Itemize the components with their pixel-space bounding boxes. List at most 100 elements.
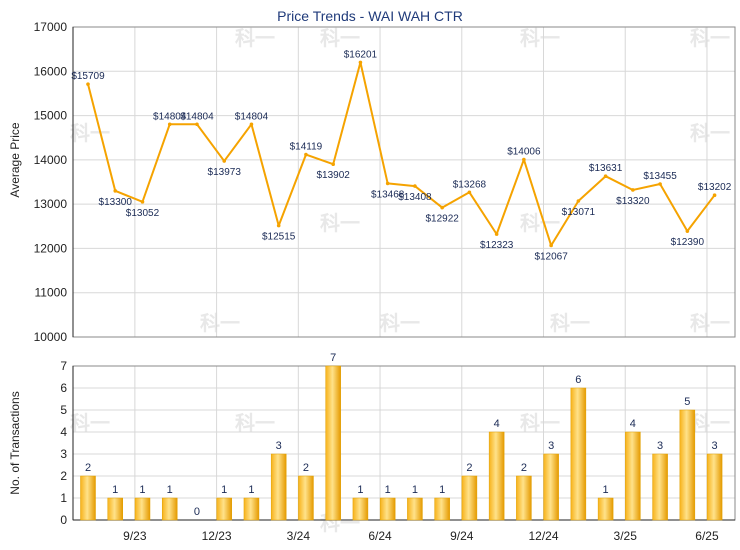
price-point xyxy=(603,174,608,178)
watermark-text: 科一 xyxy=(235,411,275,435)
price-tick-label: 13000 xyxy=(34,197,68,211)
transactions-bar xyxy=(134,497,151,521)
price-point xyxy=(549,243,553,248)
transactions-bar xyxy=(407,497,423,521)
transactions-bar-label: 5 xyxy=(684,396,690,408)
watermark-text: 科一 xyxy=(200,311,240,335)
price-data-label: $12515 xyxy=(262,232,296,243)
price-point xyxy=(358,60,363,65)
watermark-text: 科一 xyxy=(520,411,560,435)
transactions-bar-label: 1 xyxy=(385,484,391,496)
transactions-bar-label: 1 xyxy=(412,484,418,496)
transactions-bar-label: 1 xyxy=(439,484,445,496)
transactions-bar-label: 2 xyxy=(85,462,91,474)
watermark-text: 科一 xyxy=(520,26,560,50)
transactions-tick-label: 7 xyxy=(60,359,67,373)
price-point xyxy=(331,162,335,166)
transactions-bar-label: 4 xyxy=(630,418,636,430)
price-data-label: $14804 xyxy=(235,111,269,122)
price-data-label: $13468 xyxy=(371,189,405,200)
watermark-text: 科一 xyxy=(690,311,730,335)
price-data-label: $13052 xyxy=(126,208,160,219)
x-tick-label: 6/24 xyxy=(368,529,392,543)
price-data-label: $13268 xyxy=(453,179,487,190)
price-y-axis-label: Average Price xyxy=(8,122,22,197)
transactions-tick-label: 4 xyxy=(60,425,67,439)
transactions-bar xyxy=(161,497,178,521)
transactions-bar-label: 3 xyxy=(712,440,718,452)
transactions-bar-label: 3 xyxy=(657,440,663,452)
price-tick-label: 17000 xyxy=(34,20,68,34)
watermark-text: 科一 xyxy=(70,411,110,435)
price-data-label: $13071 xyxy=(562,207,596,218)
transactions-bar-label: 1 xyxy=(112,484,118,496)
price-data-label: $14119 xyxy=(290,142,323,153)
price-point xyxy=(195,122,199,127)
price-data-label: $12922 xyxy=(425,214,459,225)
transactions-bar-label: 3 xyxy=(548,440,554,452)
price-tick-label: 16000 xyxy=(34,64,68,78)
watermark-text: 科一 xyxy=(550,311,590,335)
transactions-bar-label: 7 xyxy=(330,352,336,364)
price-point xyxy=(249,122,254,127)
watermark-text: 科一 xyxy=(320,211,360,235)
price-data-label: $13320 xyxy=(616,196,650,207)
price-tick-label: 14000 xyxy=(34,153,68,167)
transactions-bar-label: 3 xyxy=(276,440,282,452)
price-point xyxy=(576,199,581,203)
transactions-bar xyxy=(652,453,668,521)
price-point xyxy=(522,157,526,162)
transactions-tick-label: 3 xyxy=(60,447,67,461)
price-tick-label: 12000 xyxy=(34,241,68,255)
price-point xyxy=(304,152,308,157)
transactions-bar xyxy=(679,409,696,521)
watermark-text: 科一 xyxy=(235,26,275,50)
price-data-label: $13408 xyxy=(398,192,432,203)
price-data-label: $16201 xyxy=(344,49,378,60)
price-point xyxy=(413,184,417,188)
price-plot-frame xyxy=(72,26,736,338)
price-data-label: $13631 xyxy=(589,163,623,174)
price-tick-label: 15000 xyxy=(34,109,68,123)
x-tick-label: 9/23 xyxy=(123,529,147,543)
transactions-bar-label: 1 xyxy=(357,484,363,496)
price-data-label: $13300 xyxy=(99,197,133,208)
x-tick-label: 12/23 xyxy=(202,529,232,543)
x-tick-label: 6/25 xyxy=(695,529,719,543)
x-tick-label: 9/24 xyxy=(450,529,474,543)
price-data-label: $15709 xyxy=(71,71,105,82)
price-data-label: $13973 xyxy=(208,167,242,178)
price-data-label: $14804 xyxy=(153,111,187,122)
chart-title: Price Trends - WAI WAH CTR xyxy=(277,8,463,24)
transactions-bar xyxy=(461,475,478,521)
transactions-bar xyxy=(243,497,260,521)
transactions-bar xyxy=(216,497,232,521)
x-tick-label: 12/24 xyxy=(528,529,558,543)
watermark-text: 科一 xyxy=(690,26,730,50)
transactions-bar xyxy=(107,497,123,521)
x-tick-label: 3/24 xyxy=(287,529,311,543)
transactions-bar xyxy=(625,431,641,521)
watermark-text: 科一 xyxy=(690,411,730,435)
transactions-bar xyxy=(706,453,723,521)
transactions-bar-label: 0 xyxy=(194,506,200,518)
price-data-label: $13902 xyxy=(316,170,350,181)
transactions-tick-label: 5 xyxy=(60,403,67,417)
transactions-bar-label: 4 xyxy=(494,418,500,430)
price-point xyxy=(494,232,499,236)
x-tick-label: 3/25 xyxy=(614,529,638,543)
price-point xyxy=(113,189,118,193)
transactions-bar xyxy=(352,497,369,521)
transactions-bar xyxy=(516,475,532,521)
transactions-bar-label: 1 xyxy=(139,484,145,496)
price-point xyxy=(631,188,635,192)
price-point xyxy=(440,205,444,210)
transactions-bar xyxy=(379,497,396,521)
price-point xyxy=(222,159,227,163)
price-data-label: $14006 xyxy=(507,147,541,158)
price-point xyxy=(712,193,717,197)
transactions-bar xyxy=(434,497,450,521)
transactions-tick-label: 6 xyxy=(60,381,67,395)
watermark-text: 科一 xyxy=(520,211,560,235)
